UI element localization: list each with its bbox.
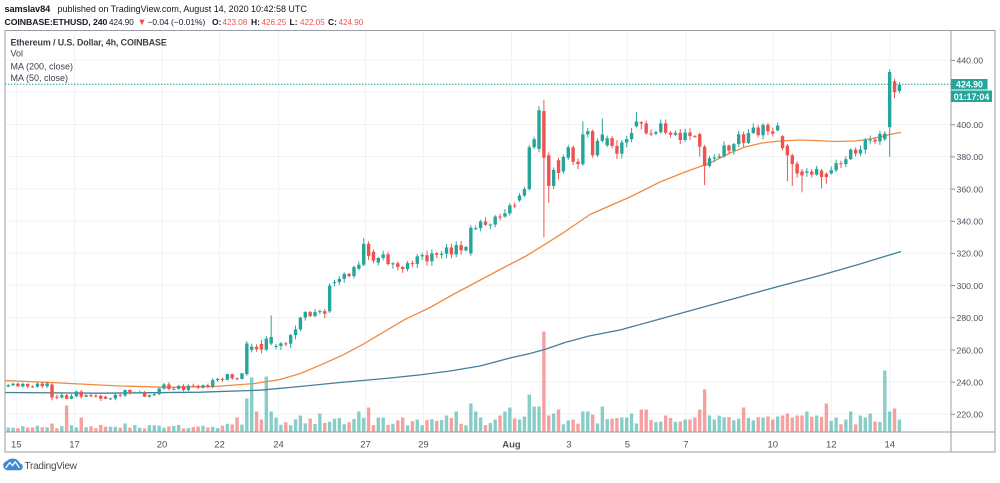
svg-text:samslav84: samslav84 — [5, 4, 52, 14]
svg-text:3: 3 — [566, 439, 571, 450]
svg-text:Ethereum / U.S. Dollar, 4h, CO: Ethereum / U.S. Dollar, 4h, COINBASE — [11, 38, 167, 48]
svg-text:MA (200, close): MA (200, close) — [11, 62, 74, 72]
svg-text:17: 17 — [69, 439, 80, 450]
svg-text:22: 22 — [214, 439, 225, 450]
svg-text:440.00: 440.00 — [957, 56, 984, 66]
svg-text:24: 24 — [273, 439, 284, 450]
svg-text:7: 7 — [683, 439, 688, 450]
svg-text:260.00: 260.00 — [957, 345, 984, 355]
svg-text:422.05: 422.05 — [300, 18, 325, 27]
svg-text:424.90: 424.90 — [339, 18, 364, 27]
svg-text:L:: L: — [290, 17, 298, 27]
svg-text:423.08: 423.08 — [223, 18, 248, 27]
svg-text:−0.04 (−0.01%): −0.04 (−0.01%) — [148, 17, 206, 27]
svg-text:280.00: 280.00 — [957, 313, 984, 323]
svg-text:340.00: 340.00 — [957, 217, 984, 227]
svg-text:H:: H: — [251, 17, 260, 27]
svg-text:5: 5 — [625, 439, 630, 450]
svg-text:10: 10 — [768, 439, 779, 450]
svg-text:426.25: 426.25 — [262, 18, 287, 27]
svg-text:COINBASE:ETHUSD, 240: COINBASE:ETHUSD, 240 — [5, 17, 108, 27]
svg-text:220.00: 220.00 — [957, 410, 984, 420]
svg-text:O:: O: — [212, 17, 222, 27]
svg-text:Vol: Vol — [11, 49, 24, 59]
svg-text:380.00: 380.00 — [957, 152, 984, 162]
svg-text:12: 12 — [826, 439, 837, 450]
svg-text:424.90: 424.90 — [956, 80, 983, 90]
svg-text:14: 14 — [885, 439, 896, 450]
svg-text:01:17:04: 01:17:04 — [954, 92, 990, 102]
svg-text:400.00: 400.00 — [957, 120, 984, 130]
svg-text:29: 29 — [418, 439, 429, 450]
svg-text:240.00: 240.00 — [957, 377, 984, 387]
svg-text:300.00: 300.00 — [957, 281, 984, 291]
svg-text:320.00: 320.00 — [957, 249, 984, 259]
svg-text:27: 27 — [360, 439, 371, 450]
svg-text:Aug: Aug — [502, 439, 521, 450]
svg-text:15: 15 — [11, 439, 22, 450]
svg-text:TradingView: TradingView — [25, 461, 78, 472]
svg-text:published on TradingView.com,: published on TradingView.com, August 14,… — [58, 4, 308, 14]
svg-text:C:: C: — [328, 17, 337, 27]
svg-text:360.00: 360.00 — [957, 184, 984, 194]
svg-text:424.90: 424.90 — [109, 18, 134, 27]
svg-text:20: 20 — [157, 439, 168, 450]
svg-text:MA (50, close): MA (50, close) — [11, 73, 69, 83]
svg-text:▼: ▼ — [137, 17, 146, 28]
